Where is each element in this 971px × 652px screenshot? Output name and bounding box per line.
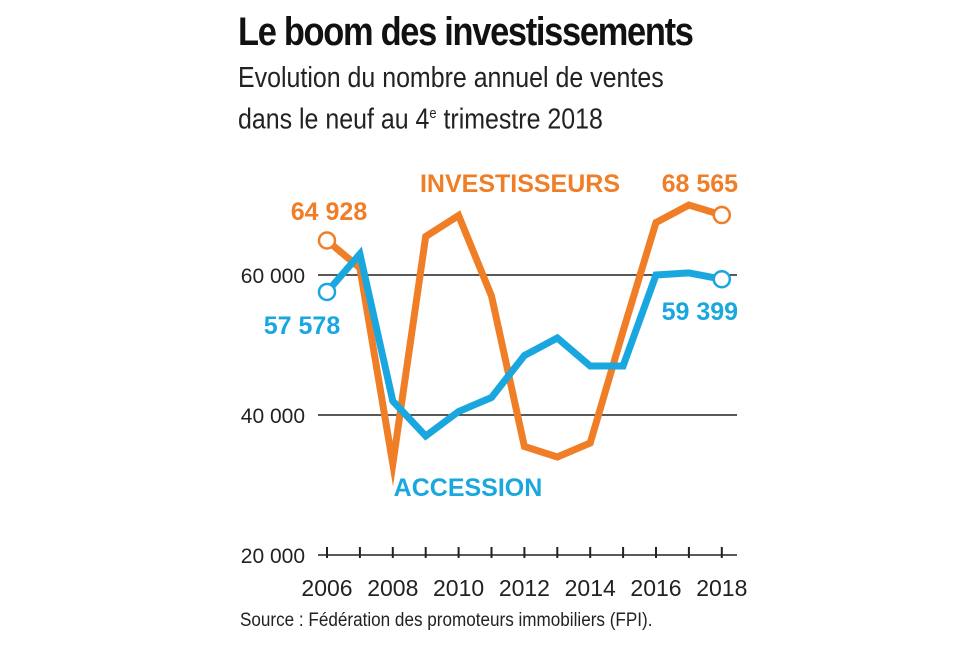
source-note: Source : Fédération des promoteurs immob…: [240, 610, 653, 631]
subtitle-line-2a: dans le neuf au 4: [238, 103, 430, 136]
value-label-investisseurs-start: 64 928: [291, 198, 368, 226]
subtitle-line-2b: trimestre 2018: [436, 103, 603, 136]
y-tick-label: 40 000: [241, 405, 305, 428]
series-line-investisseurs: [324, 201, 723, 487]
x-tick-label: 2010: [433, 575, 484, 601]
value-label-investisseurs-end: 68 565: [662, 170, 739, 198]
marker-investisseurs-2018: [712, 205, 732, 225]
subtitle-line-1: Evolution du nombre annuel de ventes: [238, 62, 664, 94]
subtitle-superscript: e: [429, 105, 437, 122]
series-line-accession: [324, 246, 723, 441]
chart-subtitle: Evolution du nombre annuel de ventes dan…: [238, 60, 754, 138]
x-tick-label: 2012: [499, 575, 550, 601]
x-tick-label: 2018: [696, 575, 747, 601]
y-tick-label: 60 000: [241, 265, 305, 288]
marker-accession-2018: [712, 269, 732, 289]
x-tick-label: 2016: [630, 575, 681, 601]
marker-accession-2006: [317, 282, 337, 302]
series-label-accession: ACCESSION: [394, 474, 543, 502]
y-tick-label: 20 000: [241, 545, 305, 568]
marker-investisseurs-2006: [317, 231, 337, 250]
value-label-accession-end: 59 399: [662, 298, 738, 326]
value-label-accession-start: 57 578: [264, 312, 341, 340]
chart-title: Le boom des investissements: [238, 10, 694, 54]
series-label-investisseurs: INVESTISSEURS: [420, 170, 620, 198]
x-tick-label: 2008: [367, 575, 418, 601]
x-tick-label: 2014: [565, 575, 616, 601]
x-tick-label: 2006: [301, 575, 352, 601]
